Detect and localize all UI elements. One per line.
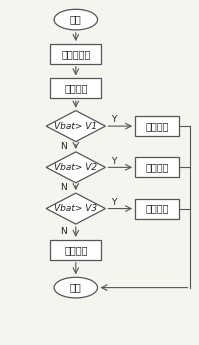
Text: Y: Y bbox=[111, 198, 116, 207]
Polygon shape bbox=[46, 111, 105, 141]
Bar bbox=[50, 240, 101, 260]
Bar bbox=[135, 116, 179, 136]
Text: Vbat> V3: Vbat> V3 bbox=[54, 204, 97, 213]
Text: 停止放电: 停止放电 bbox=[64, 245, 88, 255]
Text: 结束: 结束 bbox=[70, 283, 82, 293]
Text: 浮充充电: 浮充充电 bbox=[145, 162, 169, 172]
Text: Vbat> V1: Vbat> V1 bbox=[54, 122, 97, 131]
Polygon shape bbox=[46, 152, 105, 183]
Text: 初始化变量: 初始化变量 bbox=[61, 49, 91, 59]
Text: Vbat> V2: Vbat> V2 bbox=[54, 163, 97, 172]
Text: N: N bbox=[60, 227, 67, 236]
Text: Y: Y bbox=[111, 116, 116, 125]
Polygon shape bbox=[46, 193, 105, 224]
Ellipse shape bbox=[54, 277, 98, 298]
Text: N: N bbox=[60, 184, 67, 193]
Bar bbox=[135, 199, 179, 218]
Text: 电压采集: 电压采集 bbox=[64, 83, 88, 93]
Text: N: N bbox=[60, 142, 67, 151]
Text: 开始: 开始 bbox=[70, 14, 82, 24]
Text: 快速充电: 快速充电 bbox=[145, 204, 169, 214]
Text: 停止充电: 停止充电 bbox=[145, 121, 169, 131]
Bar bbox=[50, 78, 101, 98]
Bar bbox=[50, 44, 101, 64]
Ellipse shape bbox=[54, 9, 98, 30]
Bar bbox=[135, 157, 179, 177]
Text: Y: Y bbox=[111, 157, 116, 166]
